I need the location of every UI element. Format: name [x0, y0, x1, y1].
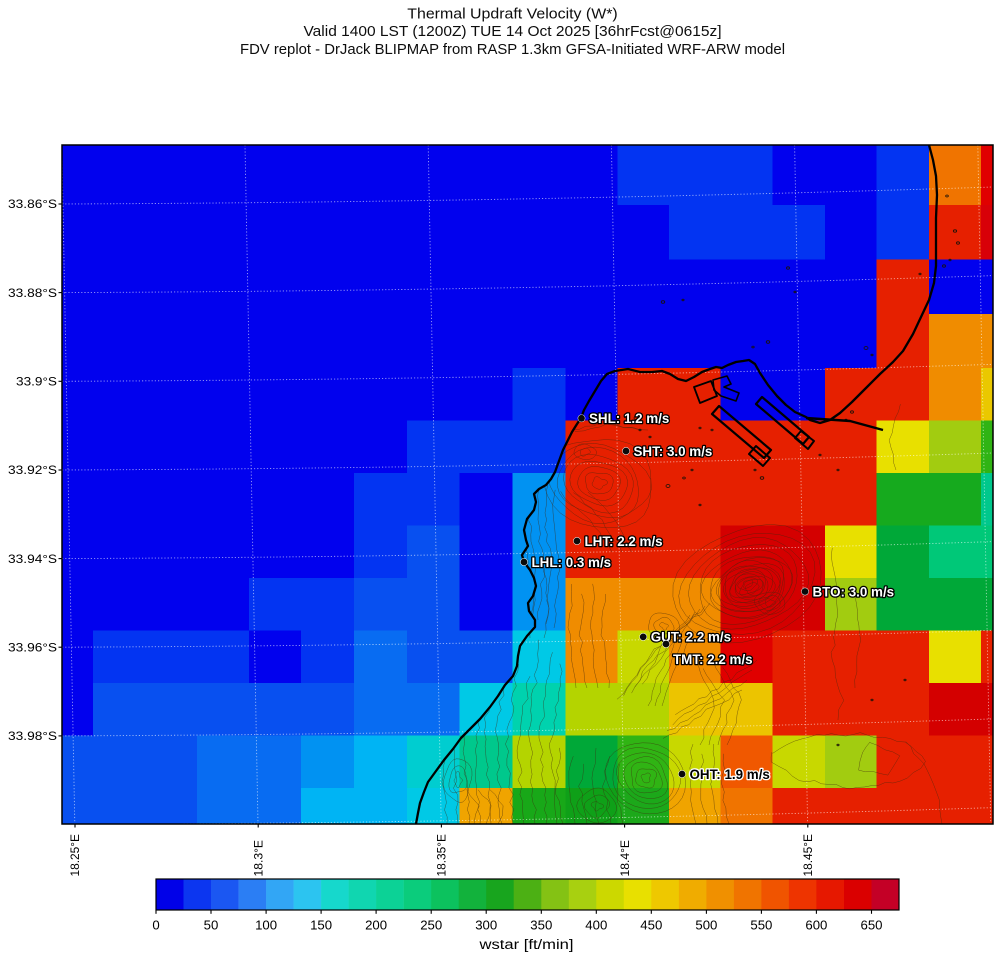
svg-text:FDV replot - DrJack BLIPMAP fr: FDV replot - DrJack BLIPMAP from RASP 1.… [240, 41, 785, 58]
svg-text:Valid 1400 LST (1200Z) TUE 14: Valid 1400 LST (1200Z) TUE 14 Oct 2025 [… [304, 23, 722, 40]
svg-text:BTO: 3.0 m/s: BTO: 3.0 m/s [813, 584, 895, 599]
svg-text:0: 0 [152, 918, 159, 933]
svg-text:LHL: 0.3 m/s: LHL: 0.3 m/s [532, 555, 612, 570]
svg-text:LHT: 2.2 m/s: LHT: 2.2 m/s [585, 534, 663, 549]
svg-text:33.88°S: 33.88°S [8, 286, 57, 300]
svg-text:18.4°E: 18.4°E [618, 840, 632, 877]
svg-text:18.25°E: 18.25°E [68, 834, 82, 877]
svg-text:OHT: 1.9 m/s: OHT: 1.9 m/s [690, 767, 770, 782]
svg-text:SHL: 1.2 m/s: SHL: 1.2 m/s [589, 411, 669, 426]
svg-text:33.9°S: 33.9°S [16, 375, 57, 389]
svg-text:18.3°E: 18.3°E [251, 840, 265, 877]
svg-text:600: 600 [805, 918, 827, 933]
svg-text:33.94°S: 33.94°S [8, 552, 57, 566]
svg-text:33.96°S: 33.96°S [8, 641, 57, 655]
svg-text:400: 400 [585, 918, 607, 933]
svg-text:200: 200 [365, 918, 387, 933]
svg-text:18.45°E: 18.45°E [801, 834, 815, 877]
svg-text:650: 650 [860, 918, 882, 933]
svg-text:GUT: 2.2 m/s: GUT: 2.2 m/s [651, 630, 731, 645]
svg-text:100: 100 [255, 918, 277, 933]
svg-text:33.98°S: 33.98°S [8, 729, 57, 743]
svg-text:wstar [ft/min]: wstar [ft/min] [478, 937, 573, 952]
svg-text:33.92°S: 33.92°S [8, 463, 57, 477]
svg-text:Thermal Updraft Velocity (W*): Thermal Updraft Velocity (W*) [407, 6, 618, 23]
svg-text:SHT: 3.0 m/s: SHT: 3.0 m/s [634, 444, 713, 459]
svg-text:550: 550 [750, 918, 772, 933]
svg-text:350: 350 [530, 918, 552, 933]
svg-text:150: 150 [310, 918, 332, 933]
svg-text:450: 450 [640, 918, 662, 933]
svg-text:TMT: 2.2 m/s: TMT: 2.2 m/s [673, 652, 753, 667]
svg-text:50: 50 [204, 918, 219, 933]
svg-text:33.86°S: 33.86°S [8, 197, 57, 211]
svg-text:18.35°E: 18.35°E [435, 834, 449, 877]
svg-text:500: 500 [695, 918, 717, 933]
svg-text:300: 300 [475, 918, 497, 933]
svg-text:250: 250 [420, 918, 442, 933]
